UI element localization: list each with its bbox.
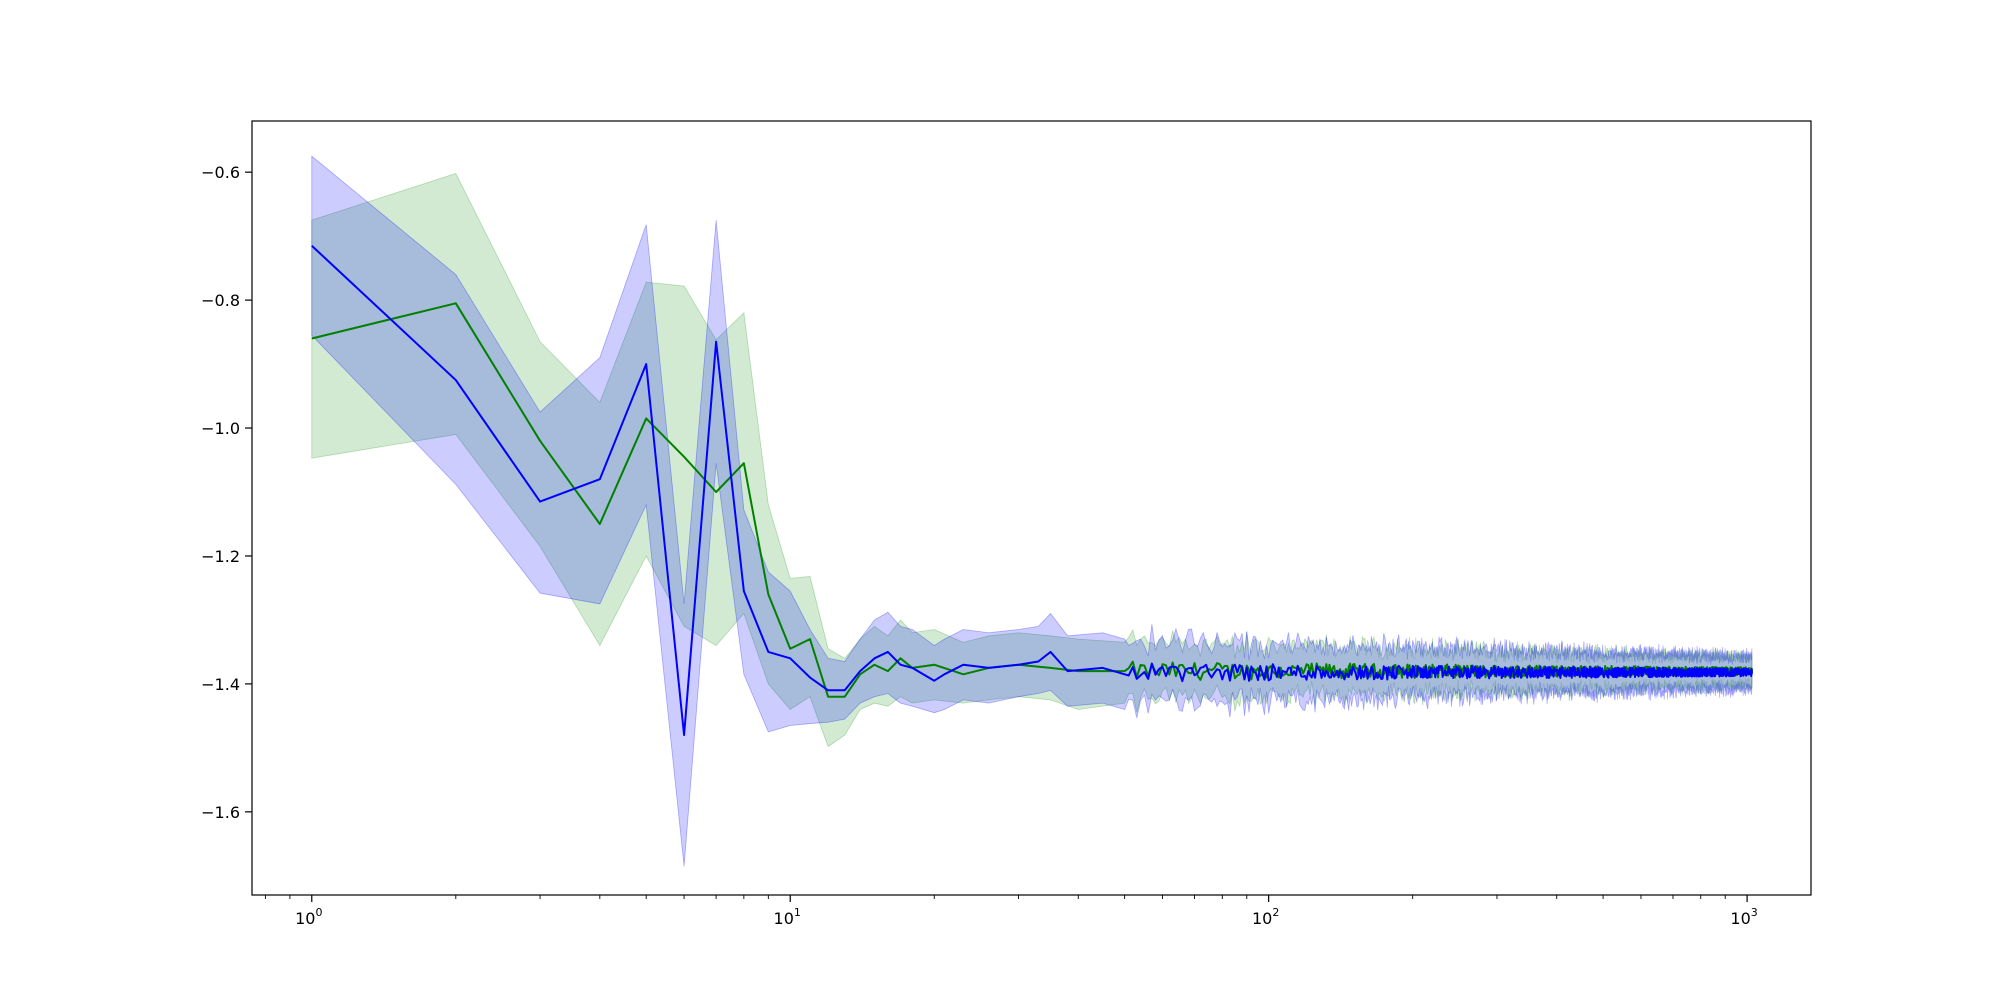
- x-tick-label: 103: [1730, 906, 1757, 928]
- series-1-band: [311, 172, 1753, 748]
- x-axis: 100 101 102 103: [264, 895, 1758, 928]
- confidence-bands: [311, 155, 1753, 867]
- x-tick-label: 100: [295, 906, 322, 928]
- y-tick-label: −1.2: [201, 547, 240, 566]
- series-2-line: [311, 245, 1753, 737]
- y-tick-label: −0.8: [201, 291, 240, 310]
- series-2-band: [311, 155, 1753, 867]
- plot-area-frame: [251, 120, 1812, 896]
- y-tick-label: −1.6: [201, 803, 240, 822]
- y-tick-label: −0.6: [201, 163, 240, 182]
- x-tick-label: 102: [1252, 906, 1279, 928]
- y-tick-label: −1.0: [201, 419, 240, 438]
- x-tick-label: 101: [774, 906, 801, 928]
- y-tick-label: −1.4: [201, 675, 240, 694]
- series-lines: [311, 245, 1754, 737]
- y-axis: −0.6 −0.8 −1.0 −1.2 −1.4 −1.6: [201, 163, 252, 822]
